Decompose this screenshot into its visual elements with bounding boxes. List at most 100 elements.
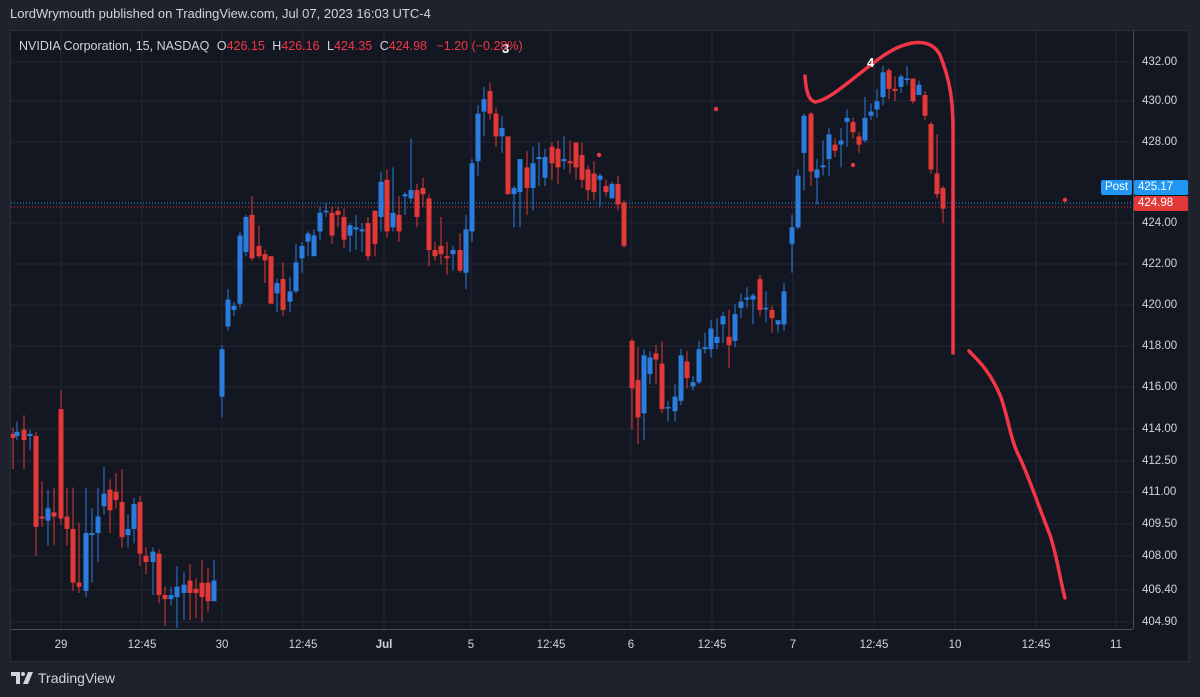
annotation-label-3: 3 xyxy=(502,41,510,56)
candle xyxy=(549,142,555,180)
candle xyxy=(347,223,353,253)
candle xyxy=(187,564,193,620)
candle xyxy=(268,256,274,304)
candle xyxy=(647,351,653,385)
chart-plot-area[interactable] xyxy=(11,31,1133,629)
price-tick-label: 432.00 xyxy=(1142,56,1178,68)
candle xyxy=(850,117,856,139)
candle xyxy=(76,522,82,593)
candle xyxy=(720,311,726,343)
candle xyxy=(408,138,414,203)
candle xyxy=(317,206,323,240)
candle xyxy=(916,80,922,96)
low-value: 424.35 xyxy=(334,39,373,53)
time-scale[interactable]: 29 12:45 30 12:45 Jul 5 12:45 6 12:45 7 12:45 10 12:… xyxy=(11,629,1133,661)
post-market-badge: Post xyxy=(1101,180,1133,195)
candle xyxy=(635,347,641,445)
candle xyxy=(329,206,335,244)
candle xyxy=(536,142,542,186)
high-label: H xyxy=(272,39,282,53)
last-price-badge: 424.98 xyxy=(1134,196,1188,211)
time-tick-label: 12:45 xyxy=(859,639,889,651)
candle xyxy=(438,216,444,265)
marker-dot xyxy=(596,152,602,158)
candle xyxy=(225,289,231,331)
candle xyxy=(481,86,487,137)
candle xyxy=(940,185,946,224)
candle xyxy=(378,171,384,232)
candle xyxy=(561,136,567,170)
candle xyxy=(910,78,916,104)
candle xyxy=(444,241,450,275)
candle xyxy=(143,547,149,575)
open-label: O xyxy=(216,39,227,53)
candle xyxy=(414,183,420,228)
candle xyxy=(174,566,180,629)
tradingview-logo-icon xyxy=(11,672,33,684)
ohlc-legend: NVIDIA Corporation, 15, NASDAQ O426.15 H… xyxy=(19,39,523,53)
price-tick-label: 412.50 xyxy=(1142,455,1178,467)
candle xyxy=(384,169,390,238)
candle xyxy=(249,196,255,261)
candle xyxy=(262,250,268,284)
time-tick-label: 12:45 xyxy=(536,639,566,651)
price-tick-label: 428.00 xyxy=(1142,136,1178,148)
high-value: 426.16 xyxy=(281,39,320,53)
time-tick-label: 12:45 xyxy=(288,639,318,651)
candle xyxy=(293,243,299,294)
candle xyxy=(193,578,199,618)
candle xyxy=(95,487,101,562)
price-tick-label: 430.00 xyxy=(1142,95,1178,107)
candle xyxy=(808,111,814,186)
candle xyxy=(844,109,850,147)
candle xyxy=(732,303,738,348)
candle xyxy=(51,487,57,546)
candle xyxy=(886,68,892,100)
candle xyxy=(838,128,844,168)
candle xyxy=(714,318,720,350)
candle xyxy=(542,148,548,186)
candle xyxy=(922,90,928,120)
candle xyxy=(33,431,39,556)
candle xyxy=(567,140,573,174)
candle xyxy=(420,177,426,207)
candle xyxy=(684,351,690,389)
candle xyxy=(156,549,162,604)
low-label: L xyxy=(327,39,334,53)
time-tick-label: 12:45 xyxy=(697,639,727,651)
candle xyxy=(211,559,217,602)
freehand-drawing[interactable] xyxy=(967,349,1067,600)
candle xyxy=(524,150,530,215)
candle xyxy=(463,214,469,290)
candle xyxy=(231,301,237,317)
candle xyxy=(372,210,378,257)
candle xyxy=(665,400,671,422)
candle xyxy=(396,196,402,242)
open-value: 426.15 xyxy=(226,39,265,53)
price-scale[interactable]: 432.00 430.00 428.00 424.00 422.00 420.00 418.… xyxy=(1133,31,1189,629)
candle xyxy=(426,194,432,267)
time-tick-label: 6 xyxy=(627,639,635,651)
symbol-name[interactable]: NVIDIA Corporation, 15, NASDAQ xyxy=(19,39,210,53)
marker-dot xyxy=(850,162,856,168)
candle xyxy=(672,384,678,422)
candle xyxy=(199,559,205,622)
candle xyxy=(58,390,64,525)
candle xyxy=(832,138,838,158)
candle xyxy=(299,241,305,273)
freehand-drawing[interactable] xyxy=(803,40,955,355)
candle xyxy=(757,274,763,317)
candle xyxy=(131,497,137,544)
price-tick-label: 409.50 xyxy=(1142,518,1178,530)
candle xyxy=(826,128,832,176)
candle xyxy=(457,233,463,273)
time-tick-label: 10 xyxy=(948,639,962,651)
candle xyxy=(205,568,211,612)
candle xyxy=(621,200,627,248)
candle xyxy=(763,291,769,323)
candle xyxy=(505,136,511,195)
candle xyxy=(597,173,603,207)
candle xyxy=(862,97,868,143)
candle xyxy=(603,179,609,197)
candlestick-chart xyxy=(11,31,1133,629)
